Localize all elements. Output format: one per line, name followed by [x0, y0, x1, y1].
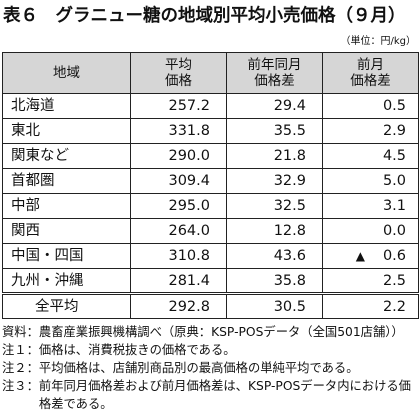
cell-avg-price: 331.8: [130, 118, 227, 144]
cell-region: 首都圏: [2, 168, 131, 194]
cell-region: 九州・沖縄: [2, 268, 131, 294]
note-label: 注３：: [2, 379, 39, 393]
note-3: 注３： 前年同月価格差および前月価格差は、KSP-POSデータ内における価格差で…: [2, 377, 418, 413]
table-row-total: 全平均 292.8 30.5 2.2: [2, 292, 419, 319]
cell-region: 中国・四国: [2, 243, 131, 269]
cell-yoy-diff: 30.5: [226, 292, 323, 319]
header-mom-diff: 前月 価格差: [322, 52, 419, 94]
notes: 資料： 農畜産業振興機構調べ（原典：KSP-POSデータ（全国501店舗）） 注…: [2, 323, 418, 413]
cell-region: 北海道: [2, 93, 131, 119]
cell-region: 関東など: [2, 143, 131, 169]
cell-avg-price: 309.4: [130, 168, 227, 194]
cell-mom-diff: ▲ 0.6: [322, 243, 419, 269]
header-region: 地域: [2, 52, 131, 94]
cell-mom-diff: 2.2: [322, 292, 419, 319]
cell-avg-price: 295.0: [130, 193, 227, 219]
note-label: 注２：: [2, 361, 39, 375]
table-row: 関西 264.0 12.8 0.0: [2, 218, 419, 244]
cell-avg-price: 281.4: [130, 268, 227, 294]
cell-mom-diff: 0.0: [322, 218, 419, 244]
cell-yoy-diff: 32.5: [226, 193, 323, 219]
table-header-row: 地域 平均 価格 前年同月 価格差 前月 価格差: [2, 52, 419, 94]
table-row: 首都圏 309.4 32.9 5.0: [2, 168, 419, 194]
note-text: 前年同月価格差および前月価格差は、KSP-POSデータ内における価格差である。: [38, 379, 411, 411]
price-table: 地域 平均 価格 前年同月 価格差 前月 価格差 北海道 257.2 29.4 …: [2, 52, 419, 319]
note-label: 資料：: [2, 325, 39, 339]
cell-yoy-diff: 35.8: [226, 268, 323, 294]
cell-region: 中部: [2, 193, 131, 219]
unit-label: （単位：円/kg）: [340, 36, 416, 47]
note-text: 価格は、消費税抜きの価格である。: [38, 343, 236, 357]
note-text: 平均価格は、店舗別商品別の最高価格の単純平均である。: [38, 361, 359, 375]
table-row: 中部 295.0 32.5 3.1: [2, 193, 419, 219]
cell-yoy-diff: 29.4: [226, 93, 323, 119]
cell-mom-diff: 3.1: [322, 193, 419, 219]
table-row: 北海道 257.2 29.4 0.5: [2, 93, 419, 119]
cell-mom-diff: 0.5: [322, 93, 419, 119]
table-row: 関東など 290.0 21.8 4.5: [2, 143, 419, 169]
cell-mom-diff: 5.0: [322, 168, 419, 194]
cell-region: 関西: [2, 218, 131, 244]
table-row: 東北 331.8 35.5 2.9: [2, 118, 419, 144]
table-row: 中国・四国 310.8 43.6 ▲ 0.6: [2, 243, 419, 269]
note-source: 資料： 農畜産業振興機構調べ（原典：KSP-POSデータ（全国501店舗））: [2, 323, 418, 341]
cell-region: 全平均: [2, 292, 131, 319]
cell-avg-price: 264.0: [130, 218, 227, 244]
cell-yoy-diff: 32.9: [226, 168, 323, 194]
cell-mom-diff: 4.5: [322, 143, 419, 169]
cell-avg-price: 292.8: [130, 292, 227, 319]
cell-yoy-diff: 35.5: [226, 118, 323, 144]
header-avg-price: 平均 価格: [130, 52, 227, 94]
cell-avg-price: 290.0: [130, 143, 227, 169]
cell-mom-diff: 2.5: [322, 268, 419, 294]
cell-mom-diff: 2.9: [322, 118, 419, 144]
cell-yoy-diff: 43.6: [226, 243, 323, 269]
note-text: 農畜産業振興機構調べ（原典：KSP-POSデータ（全国501店舗））: [38, 325, 404, 339]
cell-avg-price: 310.8: [130, 243, 227, 269]
cell-yoy-diff: 12.8: [226, 218, 323, 244]
cell-region: 東北: [2, 118, 131, 144]
negative-triangle-icon: ▲: [355, 249, 365, 263]
cell-yoy-diff: 21.8: [226, 143, 323, 169]
note-1: 注１： 価格は、消費税抜きの価格である。: [2, 341, 418, 359]
cell-mom-diff-value: 0.6: [382, 248, 406, 264]
note-2: 注２： 平均価格は、店舗別商品別の最高価格の単純平均である。: [2, 359, 418, 377]
cell-avg-price: 257.2: [130, 93, 227, 119]
header-yoy-diff: 前年同月 価格差: [226, 52, 323, 94]
table-title: 表６ グラニュー糖の地域別平均小売価格（９月）: [3, 6, 406, 26]
table-row: 九州・沖縄 281.4 35.8 2.5: [2, 268, 419, 294]
note-label: 注１：: [2, 343, 39, 357]
